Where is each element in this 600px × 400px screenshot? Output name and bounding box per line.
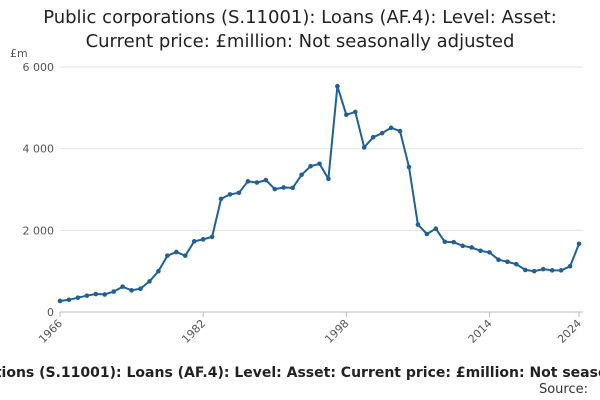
data-point bbox=[478, 248, 483, 254]
data-point bbox=[433, 226, 439, 231]
data-point bbox=[66, 297, 72, 303]
data-point bbox=[397, 128, 403, 134]
data-point bbox=[299, 172, 304, 178]
footer-title-text: Public corporations (S.11001): Loans (AF… bbox=[0, 365, 600, 381]
data-point bbox=[335, 83, 340, 89]
data-point bbox=[111, 289, 116, 294]
data-point bbox=[308, 163, 313, 169]
x-tick-label: 2024 bbox=[555, 317, 584, 346]
data-point bbox=[120, 284, 125, 289]
data-point bbox=[254, 180, 260, 185]
source-label: Source: bbox=[538, 382, 588, 397]
data-point bbox=[227, 192, 233, 197]
data-point bbox=[75, 295, 81, 301]
gridlines bbox=[60, 66, 583, 313]
x-axis: 1966 1982 1998 2014 2024 bbox=[36, 312, 584, 346]
series-layer bbox=[57, 83, 582, 304]
data-point bbox=[156, 268, 161, 274]
chart-title-line-2: Current price: £million: Not seasonally … bbox=[85, 31, 515, 52]
data-point bbox=[57, 298, 63, 304]
data-point bbox=[523, 267, 528, 273]
footer-title: Public corporations (S.11001): Loans (AF… bbox=[0, 365, 600, 381]
data-point bbox=[370, 134, 376, 140]
data-point bbox=[182, 253, 188, 258]
data-point bbox=[531, 268, 537, 274]
data-point bbox=[147, 279, 152, 284]
data-point bbox=[576, 241, 582, 247]
data-point bbox=[102, 292, 108, 297]
y-tick-label: 2 000 bbox=[23, 224, 55, 237]
data-point bbox=[361, 145, 367, 150]
y-tick-label: 4 000 bbox=[23, 143, 55, 156]
chart-title-line-1: Public corporations (S.11001): Loans (AF… bbox=[43, 7, 557, 28]
data-point bbox=[236, 190, 242, 196]
data-point bbox=[514, 261, 519, 267]
data-point bbox=[290, 185, 295, 191]
data-point bbox=[451, 239, 457, 245]
data-point bbox=[245, 179, 251, 184]
data-point bbox=[344, 112, 349, 118]
series-line bbox=[59, 85, 580, 302]
data-point bbox=[487, 250, 492, 255]
data-point bbox=[505, 259, 510, 265]
data-point bbox=[379, 130, 385, 136]
x-tick-label: 1982 bbox=[179, 317, 208, 346]
data-point bbox=[174, 249, 179, 255]
data-point bbox=[406, 164, 412, 170]
y-tick-label: 0 bbox=[47, 306, 54, 319]
data-point bbox=[496, 257, 501, 263]
data-point bbox=[84, 293, 90, 298]
y-tick-label: 6 000 bbox=[23, 61, 55, 74]
data-point bbox=[191, 239, 197, 244]
chart-title: Public corporations (S.11001): Loans (AF… bbox=[0, 6, 600, 54]
data-point bbox=[352, 109, 358, 115]
data-point bbox=[388, 125, 394, 131]
data-point bbox=[209, 234, 215, 240]
data-point bbox=[200, 237, 206, 242]
data-point bbox=[272, 186, 278, 192]
data-point bbox=[93, 291, 99, 297]
data-point bbox=[281, 185, 287, 190]
data-point bbox=[263, 177, 269, 183]
x-tick-label: 2014 bbox=[466, 317, 495, 346]
data-point bbox=[317, 161, 322, 167]
data-point bbox=[549, 268, 555, 273]
data-point bbox=[138, 286, 143, 292]
x-tick-label: 1966 bbox=[36, 317, 65, 346]
data-point bbox=[567, 263, 573, 269]
data-point bbox=[442, 239, 448, 245]
data-point bbox=[415, 222, 421, 227]
x-tick-label: 1998 bbox=[322, 317, 351, 346]
data-point bbox=[469, 245, 474, 250]
data-point bbox=[326, 176, 331, 182]
data-point bbox=[424, 231, 430, 237]
data-point bbox=[218, 196, 224, 202]
data-point bbox=[129, 288, 134, 293]
data-point bbox=[558, 268, 564, 273]
data-point bbox=[165, 253, 170, 258]
y-axis: 0 2 000 4 000 6 000 bbox=[23, 61, 55, 319]
data-point bbox=[540, 266, 546, 272]
y-axis-label: £m bbox=[10, 47, 28, 60]
data-point bbox=[460, 243, 465, 249]
